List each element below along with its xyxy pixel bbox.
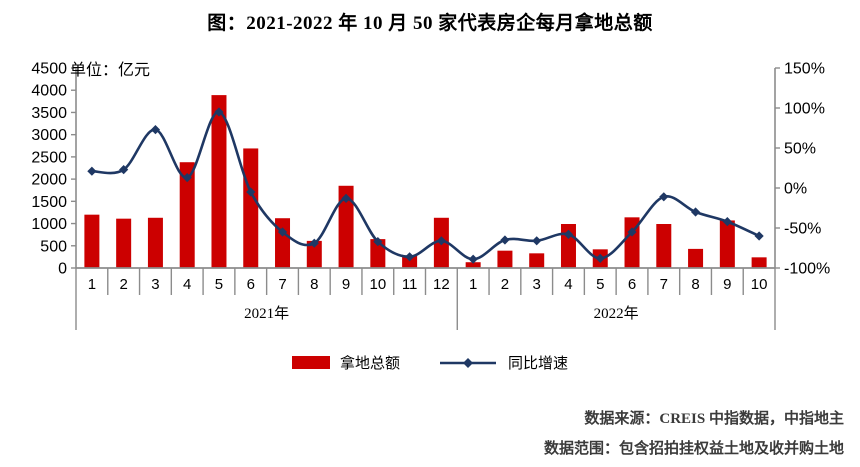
diamond-marker-month-13 [468, 254, 478, 264]
diamond-marker-month-9 [341, 193, 351, 203]
month-label: 5 [596, 276, 604, 293]
month-label: 7 [278, 276, 286, 293]
diamond-marker-month-2 [119, 165, 129, 175]
bar-month-21 [719, 220, 735, 268]
bar-month-22 [751, 257, 767, 268]
diamond-marker-month-1 [87, 166, 97, 176]
chart-legend: 拿地总额 同比增速 [0, 352, 860, 373]
month-label: 1 [88, 276, 96, 293]
diamond-marker-month-21 [722, 217, 732, 227]
diamond-marker-month-10 [373, 237, 383, 247]
bar-series-swatch [291, 356, 330, 369]
data-source-note: 数据来源：CREIS 中指数据，中指地主 [584, 411, 844, 427]
unit-label: 单位：亿元 [70, 61, 150, 79]
month-label: 6 [247, 276, 255, 293]
month-label: 3 [151, 276, 159, 293]
month-label: 1 [469, 276, 477, 293]
bar-month-9 [338, 185, 354, 268]
bar-month-8 [306, 240, 322, 268]
month-label: 12 [433, 276, 450, 293]
left-axis-label: 4000 [31, 83, 67, 100]
bar-month-6 [243, 148, 259, 268]
line-series-label: 同比增速 [508, 356, 569, 372]
right-axis-label: 100% [784, 101, 825, 118]
right-axis-label: 50% [784, 141, 816, 158]
diamond-marker-month-4 [182, 173, 192, 183]
month-label: 2 [119, 276, 127, 293]
diamond-marker-month-15 [532, 236, 542, 246]
month-label: 9 [342, 276, 350, 293]
diamond-marker-month-8 [309, 238, 319, 248]
bar-month-3 [147, 217, 163, 268]
month-label: 8 [691, 276, 699, 293]
month-label: 3 [533, 276, 541, 293]
month-label: 8 [310, 276, 318, 293]
left-axis-label: 500 [40, 238, 67, 255]
left-axis-label: 2000 [31, 172, 67, 189]
diamond-marker-month-16 [563, 229, 574, 239]
month-label: 10 [751, 276, 768, 293]
bar-month-4 [179, 162, 195, 268]
diamond-marker-month-14 [500, 235, 510, 245]
bar-month-5 [211, 95, 227, 268]
yoy-growth-line [91, 110, 760, 261]
month-label: 11 [402, 276, 418, 293]
bar-month-11 [402, 255, 418, 268]
data-scope-note: 数据范围：包含招拍挂权益土地及收并购土地 [543, 441, 844, 457]
month-label: 4 [564, 276, 572, 293]
diamond-marker-month-7 [277, 227, 288, 237]
left-axis-label: 1000 [31, 216, 67, 233]
left-axis-label: 3000 [31, 127, 67, 144]
diamond-marker-month-3 [150, 125, 161, 135]
left-axis-label: 2500 [31, 149, 67, 166]
legend-diamond-icon [463, 357, 473, 368]
right-axis-label: -50% [784, 221, 821, 238]
bar-month-13 [465, 262, 481, 268]
month-label: 6 [628, 276, 636, 293]
left-axis-label: 3500 [31, 105, 67, 122]
bar-month-7 [275, 218, 291, 268]
diamond-marker-month-22 [754, 231, 764, 241]
month-label: 7 [660, 276, 668, 293]
diamond-marker-month-19 [659, 192, 669, 202]
bar-month-1 [84, 214, 100, 268]
page-title: 图：2021-2022 年 10 月 50 家代表房企每月拿地总额 [207, 13, 653, 34]
left-axis-label: 0 [58, 261, 67, 278]
diamond-marker-month-18 [627, 227, 637, 237]
bar-month-19 [656, 224, 672, 268]
year-label: 2022年 [594, 305, 639, 322]
diamond-marker-month-12 [436, 236, 446, 246]
right-axis-label: 150% [784, 61, 825, 78]
left-axis-label: 4500 [31, 61, 67, 78]
month-label: 4 [183, 276, 191, 293]
month-label: 9 [723, 276, 731, 293]
bar-month-18 [624, 217, 640, 268]
chart-footer: 数据来源：CREIS 中指数据，中指地主 数据范围：包含招拍挂权益土地及收并购土… [544, 404, 844, 464]
right-axis-label: 0% [784, 181, 807, 198]
bar-month-20 [688, 248, 704, 268]
month-label: 10 [369, 276, 386, 293]
bar-month-2 [116, 218, 132, 268]
diamond-marker-month-6 [246, 187, 256, 197]
diamond-marker-month-20 [690, 207, 701, 217]
line-series-marker [440, 357, 496, 368]
right-axis-label: -100% [784, 261, 830, 278]
bar-series-label: 拿地总额 [339, 356, 400, 372]
land-acquisition-chart: 450040003500300025002000150010005000150%… [31, 61, 830, 330]
bar-month-15 [529, 253, 545, 268]
month-label: 5 [215, 276, 223, 293]
diamond-marker-month-5 [214, 107, 224, 117]
bar-month-14 [497, 250, 513, 268]
year-label: 2021年 [244, 305, 289, 322]
left-axis-label: 1500 [31, 194, 67, 211]
month-label: 2 [501, 276, 509, 293]
